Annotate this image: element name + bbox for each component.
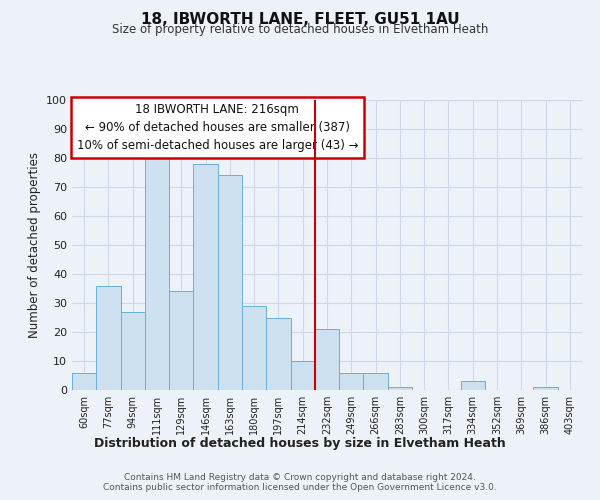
Y-axis label: Number of detached properties: Number of detached properties [28, 152, 41, 338]
Text: Distribution of detached houses by size in Elvetham Heath: Distribution of detached houses by size … [94, 438, 506, 450]
Bar [96, 286, 121, 390]
Bar [364, 372, 388, 390]
Bar [266, 318, 290, 390]
Text: 18, IBWORTH LANE, FLEET, GU51 1AU: 18, IBWORTH LANE, FLEET, GU51 1AU [140, 12, 460, 28]
Bar [193, 164, 218, 390]
Bar [169, 292, 193, 390]
Bar [461, 382, 485, 390]
Text: Size of property relative to detached houses in Elvetham Heath: Size of property relative to detached ho… [112, 22, 488, 36]
Bar [388, 387, 412, 390]
Bar [145, 158, 169, 390]
Text: Contains HM Land Registry data © Crown copyright and database right 2024.: Contains HM Land Registry data © Crown c… [124, 472, 476, 482]
Bar [339, 372, 364, 390]
Bar [315, 329, 339, 390]
Bar [533, 387, 558, 390]
Bar [218, 176, 242, 390]
Text: Contains public sector information licensed under the Open Government Licence v3: Contains public sector information licen… [103, 484, 497, 492]
Bar [72, 372, 96, 390]
Bar [121, 312, 145, 390]
Bar [290, 361, 315, 390]
Text: 18 IBWORTH LANE: 216sqm
← 90% of detached houses are smaller (387)
10% of semi-d: 18 IBWORTH LANE: 216sqm ← 90% of detache… [77, 103, 358, 152]
Bar [242, 306, 266, 390]
